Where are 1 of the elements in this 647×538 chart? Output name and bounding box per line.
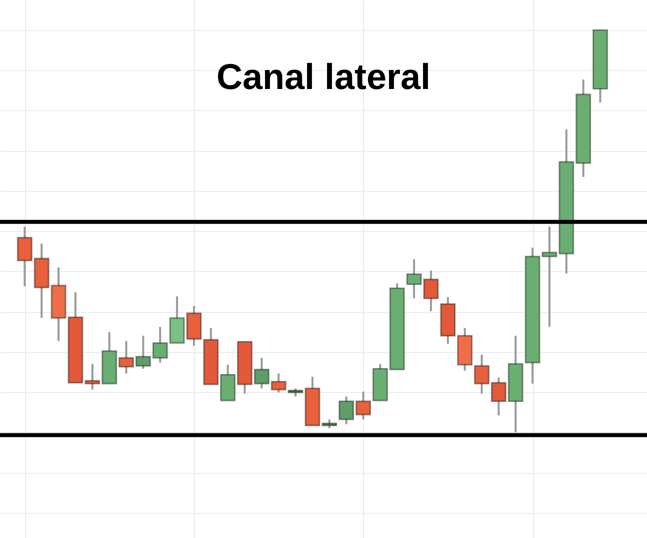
text: Canal lateral xyxy=(216,56,431,97)
